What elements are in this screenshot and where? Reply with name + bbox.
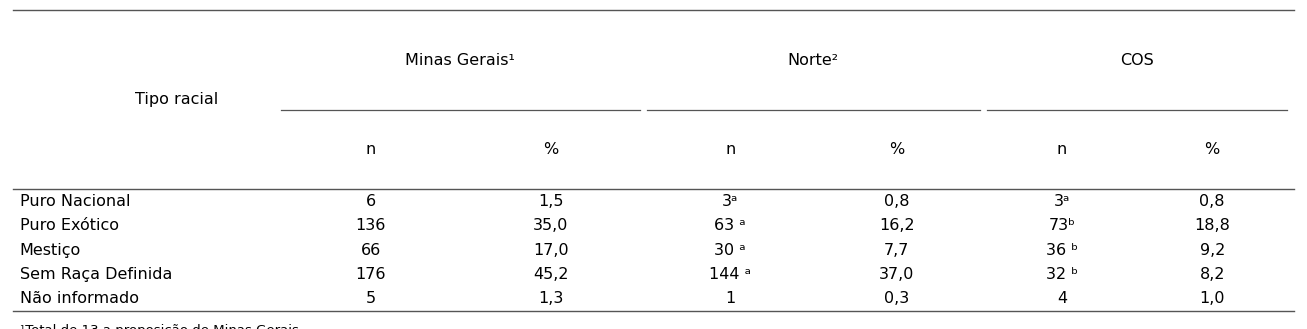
Text: 36 ᵇ: 36 ᵇ xyxy=(1046,242,1078,258)
Text: 144 ᵃ: 144 ᵃ xyxy=(710,267,752,282)
Text: 0,8: 0,8 xyxy=(1200,194,1225,209)
Text: 176: 176 xyxy=(356,267,386,282)
Text: Puro Nacional: Puro Nacional xyxy=(20,194,131,209)
Text: 5: 5 xyxy=(366,291,376,306)
Text: 1,3: 1,3 xyxy=(538,291,563,306)
Text: n: n xyxy=(1057,142,1067,157)
Text: 7,7: 7,7 xyxy=(885,242,910,258)
Text: 35,0: 35,0 xyxy=(533,218,569,233)
Text: Puro Exótico: Puro Exótico xyxy=(20,218,119,233)
Text: COS: COS xyxy=(1120,53,1154,67)
Text: 73ᵇ: 73ᵇ xyxy=(1048,218,1076,233)
Text: %: % xyxy=(542,142,558,157)
Text: 136: 136 xyxy=(356,218,386,233)
Text: 16,2: 16,2 xyxy=(880,218,915,233)
Text: %: % xyxy=(889,142,904,157)
Text: 32 ᵇ: 32 ᵇ xyxy=(1046,267,1078,282)
Text: n: n xyxy=(725,142,736,157)
Text: Mestiço: Mestiço xyxy=(20,242,81,258)
Text: 1,5: 1,5 xyxy=(537,194,563,209)
Text: 1: 1 xyxy=(725,291,736,306)
Text: 4: 4 xyxy=(1057,291,1067,306)
Text: 3ᵃ: 3ᵃ xyxy=(721,194,738,209)
Text: Norte²: Norte² xyxy=(787,53,839,67)
Text: 3ᵃ: 3ᵃ xyxy=(1053,194,1070,209)
Text: Minas Gerais¹: Minas Gerais¹ xyxy=(405,53,515,67)
Text: 37,0: 37,0 xyxy=(880,267,915,282)
Text: %: % xyxy=(1205,142,1219,157)
Text: Não informado: Não informado xyxy=(20,291,139,306)
Text: Sem Raça Definida: Sem Raça Definida xyxy=(20,267,173,282)
Text: ¹Total de 13 a proposição de Minas Gerais: ¹Total de 13 a proposição de Minas Gerai… xyxy=(20,324,298,329)
Text: 66: 66 xyxy=(361,242,380,258)
Text: 0,8: 0,8 xyxy=(884,194,910,209)
Text: Tipo racial: Tipo racial xyxy=(135,92,218,107)
Text: n: n xyxy=(366,142,376,157)
Text: 9,2: 9,2 xyxy=(1200,242,1225,258)
Text: 17,0: 17,0 xyxy=(533,242,569,258)
Text: 8,2: 8,2 xyxy=(1200,267,1225,282)
Text: 1,0: 1,0 xyxy=(1200,291,1225,306)
Text: 63 ᵃ: 63 ᵃ xyxy=(715,218,746,233)
Text: 6: 6 xyxy=(366,194,376,209)
Text: 0,3: 0,3 xyxy=(885,291,910,306)
Text: 18,8: 18,8 xyxy=(1195,218,1230,233)
Text: 45,2: 45,2 xyxy=(533,267,569,282)
Text: 30 ᵃ: 30 ᵃ xyxy=(715,242,746,258)
